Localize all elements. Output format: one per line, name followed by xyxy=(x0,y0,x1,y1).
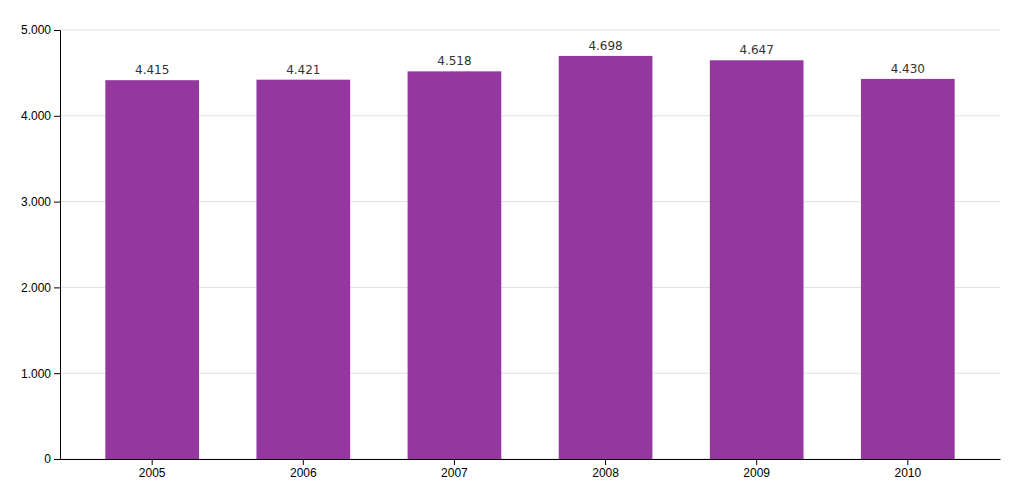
grid-line xyxy=(60,30,1000,31)
x-tick: 2007 xyxy=(441,459,468,480)
x-tick: 2006 xyxy=(290,459,317,480)
x-tick-mark xyxy=(605,459,606,465)
y-tick-label: 5.000 xyxy=(21,23,51,37)
y-tick-label: 2.000 xyxy=(21,281,51,295)
x-tick-label: 2010 xyxy=(894,466,921,480)
x-tick-mark xyxy=(303,459,304,465)
data-label: 4.415 xyxy=(135,63,169,77)
x-tick-label: 2006 xyxy=(290,466,317,480)
bars xyxy=(105,56,954,459)
y-tick: 2.000 xyxy=(21,281,60,295)
bar xyxy=(559,56,653,459)
y-tick: 4.000 xyxy=(21,109,60,123)
x-tick-mark xyxy=(454,459,455,465)
y-tick-label: 1.000 xyxy=(21,367,51,381)
x-axis-line xyxy=(61,459,1001,460)
grid xyxy=(60,30,1000,459)
bar xyxy=(710,60,804,459)
y-tick: 1.000 xyxy=(21,367,60,381)
data-label: 4.430 xyxy=(891,62,925,76)
x-tick-mark xyxy=(907,459,908,465)
chart: 01.0002.0003.0004.0005.00020052006200720… xyxy=(0,0,1024,499)
y-tick-mark xyxy=(54,202,60,203)
y-tick-mark xyxy=(54,373,60,374)
y-tick-mark xyxy=(54,459,60,460)
x-tick-label: 2007 xyxy=(441,466,468,480)
x-tick: 2008 xyxy=(592,459,619,480)
y-axis: 0 1.000 2.000 3.000 4.000 5.000 xyxy=(21,23,61,466)
x-axis: 2005 2006 2007 2008 2009 2010 xyxy=(61,459,1001,480)
y-axis-line xyxy=(54,31,61,460)
bar xyxy=(408,71,502,459)
y-tick: 3.000 xyxy=(21,195,60,209)
x-tick-label: 2008 xyxy=(592,466,619,480)
y-tick-label: 4.000 xyxy=(21,109,51,123)
y-tick-mark xyxy=(54,116,60,117)
y-tick-label: 0 xyxy=(44,452,51,466)
data-labels: 4.415 4.421 4.518 4.698 4.647 4.430 xyxy=(135,39,925,77)
y-tick: 5.000 xyxy=(21,23,60,37)
x-tick: 2005 xyxy=(139,459,166,480)
grid-line xyxy=(60,115,1000,116)
y-tick-label: 3.000 xyxy=(21,195,51,209)
data-label: 4.518 xyxy=(437,54,471,68)
plot: 01.0002.0003.0004.0005.00020052006200720… xyxy=(21,23,1001,479)
y-tick: 0 xyxy=(44,452,60,466)
x-tick-label: 2005 xyxy=(139,466,166,480)
bar xyxy=(256,80,350,459)
y-tick-mark xyxy=(54,287,60,288)
data-label: 4.698 xyxy=(588,39,622,53)
x-tick-mark xyxy=(152,459,153,465)
bar xyxy=(861,79,955,459)
data-label: 4.421 xyxy=(286,63,320,77)
grid-line xyxy=(60,201,1000,202)
grid-line xyxy=(60,459,1000,460)
grid-line xyxy=(60,373,1000,374)
x-tick-mark xyxy=(756,459,757,465)
x-tick: 2010 xyxy=(894,459,921,480)
data-label: 4.647 xyxy=(740,43,774,57)
grid-line xyxy=(60,287,1000,288)
x-tick-label: 2009 xyxy=(743,466,770,480)
bar xyxy=(105,80,199,459)
x-tick: 2009 xyxy=(743,459,770,480)
y-tick-mark xyxy=(54,30,60,31)
